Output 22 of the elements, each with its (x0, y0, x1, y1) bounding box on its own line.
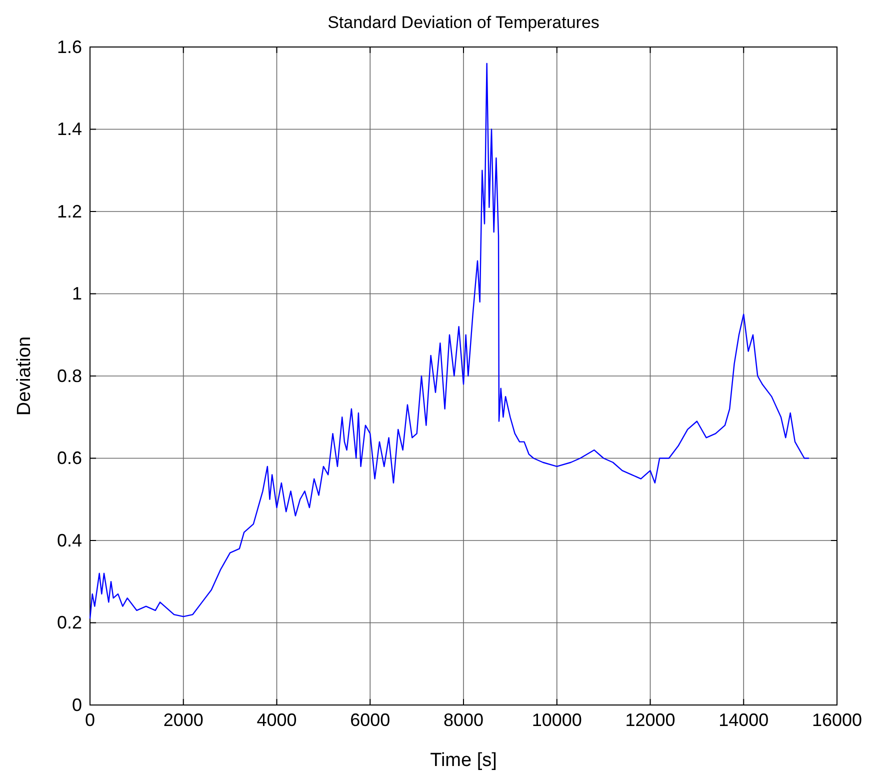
x-tick-label: 12000 (625, 710, 676, 730)
y-tick-label: 0.8 (56, 366, 82, 386)
x-tick-label: 10000 (532, 710, 582, 730)
chart-title: Standard Deviation of Temperatures (328, 13, 600, 32)
x-tick-label: 16000 (812, 710, 862, 730)
x-tick-label: 0 (84, 710, 96, 730)
y-tick-label: 1.2 (56, 201, 82, 222)
x-tick-label: 14000 (718, 710, 769, 730)
y-tick-label: 0.2 (56, 612, 82, 633)
y-tick-label: 0.4 (56, 530, 82, 550)
y-tick-label: 1.4 (56, 119, 82, 140)
x-axis-title: Time [s] (430, 750, 497, 771)
y-tick-label: 1 (72, 284, 82, 304)
x-tick-label: 6000 (350, 710, 390, 730)
y-axis-title: Deviation (14, 336, 35, 416)
y-tick-label: 0.6 (56, 448, 82, 468)
line-series (89, 62, 810, 620)
x-tick-label: 4000 (256, 710, 297, 730)
x-tick-label: 2000 (163, 710, 204, 730)
x-tick-label: 8000 (443, 710, 484, 730)
y-tick-label: 1.6 (56, 36, 82, 57)
y-tick-label: 0 (72, 694, 82, 715)
